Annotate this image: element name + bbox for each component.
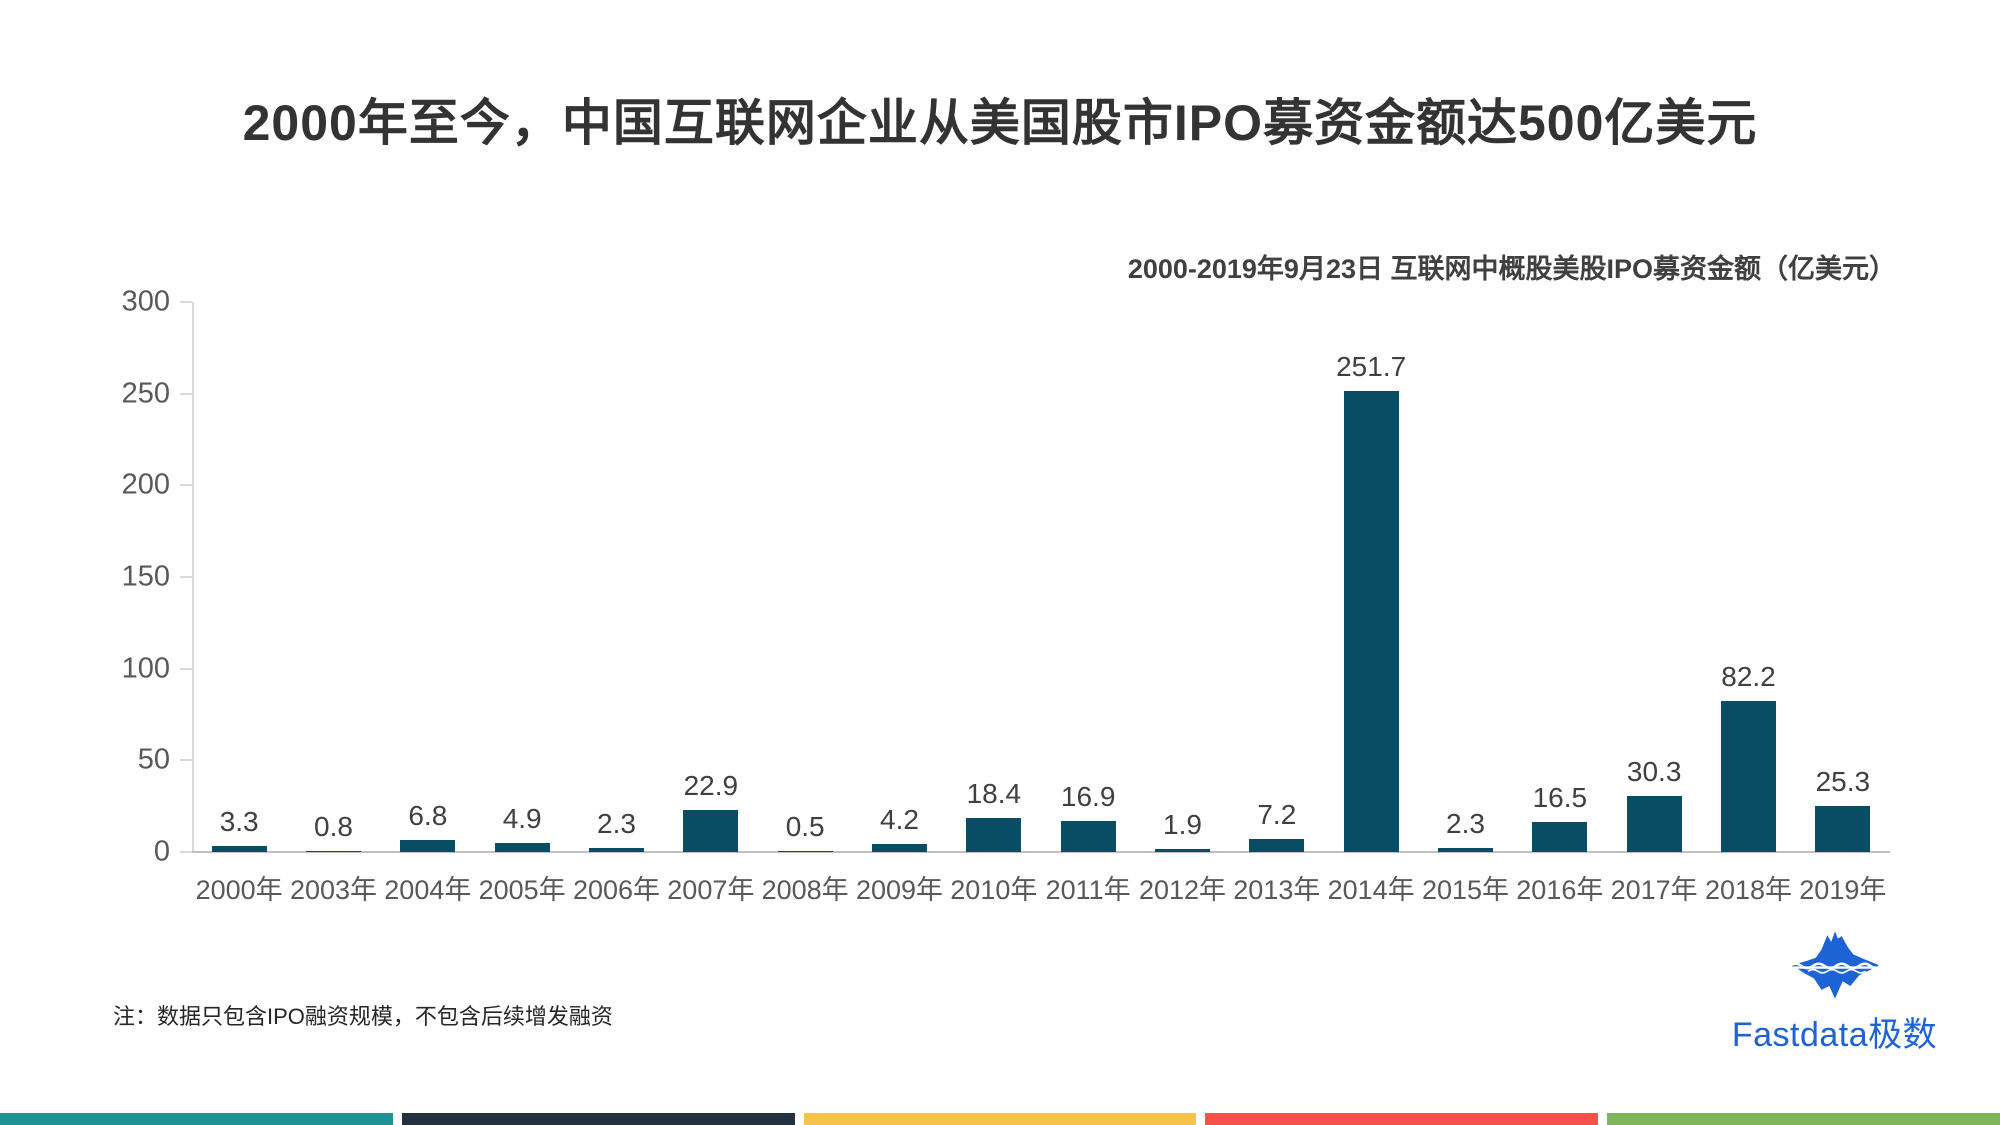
y-axis-tick bbox=[180, 392, 192, 395]
y-axis-tick bbox=[180, 851, 192, 853]
chart-subtitle: 2000-2019年9月23日 互联网中概股美股IPO募资金额（亿美元） bbox=[1127, 254, 1896, 284]
bar-value-label: 16.9 bbox=[1060, 781, 1116, 813]
page-title: 2000年至今，中国互联网企业从美国股市IPO募资金额达500亿美元 bbox=[242, 95, 1758, 151]
bar bbox=[1626, 796, 1682, 852]
bar bbox=[1060, 821, 1116, 852]
bar-value-label: 3.3 bbox=[219, 805, 259, 837]
x-axis-tick-label: 2003年 bbox=[289, 875, 378, 905]
bar bbox=[966, 818, 1022, 852]
x-axis-tick-label: 2014年 bbox=[1327, 875, 1415, 905]
x-axis-tick-label: 2018年 bbox=[1704, 875, 1793, 905]
y-axis-tick-label: 200 bbox=[121, 468, 170, 501]
bar-value-label: 6.8 bbox=[408, 799, 448, 831]
y-axis-tick-label: 300 bbox=[121, 285, 170, 318]
y-axis-tick bbox=[180, 576, 192, 578]
bar-value-label: 0.8 bbox=[314, 810, 353, 842]
y-axis-tick bbox=[180, 484, 192, 487]
footer-stripe bbox=[803, 1113, 1197, 1125]
y-axis-tick bbox=[180, 301, 192, 303]
x-axis-tick-label: 2000年 bbox=[195, 875, 283, 905]
bar-value-label: 251.7 bbox=[1336, 350, 1407, 382]
x-axis-tick-label: 2017年 bbox=[1610, 875, 1698, 905]
bar-value-label: 4.9 bbox=[502, 803, 542, 835]
bar-value-label: 25.3 bbox=[1815, 765, 1871, 797]
bar bbox=[1532, 821, 1588, 852]
footnote: 注：数据只包含IPO融资规模，不包含后续增发融资 bbox=[113, 1004, 613, 1029]
footer-stripe bbox=[0, 1113, 393, 1125]
y-axis-line bbox=[192, 302, 194, 853]
y-axis-tick bbox=[180, 667, 192, 670]
x-axis-line bbox=[192, 851, 1890, 853]
y-axis-tick-label: 50 bbox=[137, 743, 170, 776]
y-axis-tick-label: 0 bbox=[153, 835, 170, 868]
x-axis-tick-label: 2010年 bbox=[950, 875, 1038, 905]
x-axis-tick-label: 2013年 bbox=[1233, 875, 1321, 905]
footer-stripe bbox=[401, 1113, 795, 1125]
bar bbox=[1155, 848, 1210, 852]
bar-value-label: 2.3 bbox=[597, 807, 636, 839]
bar bbox=[1721, 701, 1776, 852]
bar-value-label: 16.5 bbox=[1532, 781, 1588, 813]
bar bbox=[872, 844, 927, 852]
bar bbox=[1343, 390, 1399, 852]
bar bbox=[1438, 847, 1493, 852]
bar bbox=[589, 847, 644, 852]
footer-stripes bbox=[0, 1113, 2000, 1125]
y-axis-tick-label: 150 bbox=[121, 560, 170, 593]
bar-value-label: 7.2 bbox=[1257, 798, 1297, 830]
x-axis-tick-label: 2008年 bbox=[761, 875, 849, 905]
x-axis-tick-label: 2009年 bbox=[855, 875, 944, 905]
x-axis-tick-label: 2007年 bbox=[667, 875, 755, 905]
brand-logo: Fastdata极数 bbox=[1722, 925, 1947, 1056]
bar bbox=[400, 839, 456, 852]
bar-value-label: 1.9 bbox=[1163, 808, 1202, 840]
y-axis-tick-label: 100 bbox=[121, 652, 170, 685]
iceberg-icon bbox=[1788, 931, 1883, 999]
bar bbox=[494, 843, 550, 852]
bar-value-label: 82.2 bbox=[1721, 661, 1776, 693]
x-axis-tick-label: 2015年 bbox=[1421, 875, 1510, 905]
bar-value-label: 30.3 bbox=[1626, 756, 1682, 788]
x-axis-tick-label: 2011年 bbox=[1045, 875, 1131, 905]
bar bbox=[1815, 805, 1871, 852]
bar bbox=[683, 810, 739, 852]
bar-value-label: 2.3 bbox=[1446, 807, 1485, 839]
footer-stripe bbox=[1607, 1113, 2000, 1125]
y-axis-tick bbox=[180, 759, 192, 762]
x-axis-tick-label: 2019年 bbox=[1799, 875, 1887, 905]
footer-stripe bbox=[1205, 1113, 1599, 1125]
bar bbox=[777, 850, 833, 852]
x-axis-tick-label: 2004年 bbox=[384, 875, 472, 905]
bar-value-label: 22.9 bbox=[683, 770, 739, 802]
x-axis-tick-label: 2006年 bbox=[572, 875, 661, 905]
y-axis-tick-label: 250 bbox=[121, 377, 170, 410]
bar bbox=[1249, 838, 1305, 852]
bar-value-label: 18.4 bbox=[966, 778, 1022, 810]
x-axis-tick-label: 2005年 bbox=[478, 875, 566, 905]
plot-area: 3.3 0.8 6.8 4.9 2.3 22.9 0.5 4.2 18.4 16.9 1.9 7.2 2… bbox=[192, 302, 1890, 852]
x-axis-tick-label: 2016年 bbox=[1516, 875, 1604, 905]
bar-value-label: 4.2 bbox=[880, 804, 919, 836]
bar bbox=[306, 850, 361, 852]
x-axis-tick-label: 2012年 bbox=[1138, 875, 1227, 905]
brand-name: Fastdata极数 bbox=[1731, 1016, 1938, 1054]
bar bbox=[211, 845, 267, 852]
bar-value-label: 0.5 bbox=[785, 810, 825, 842]
